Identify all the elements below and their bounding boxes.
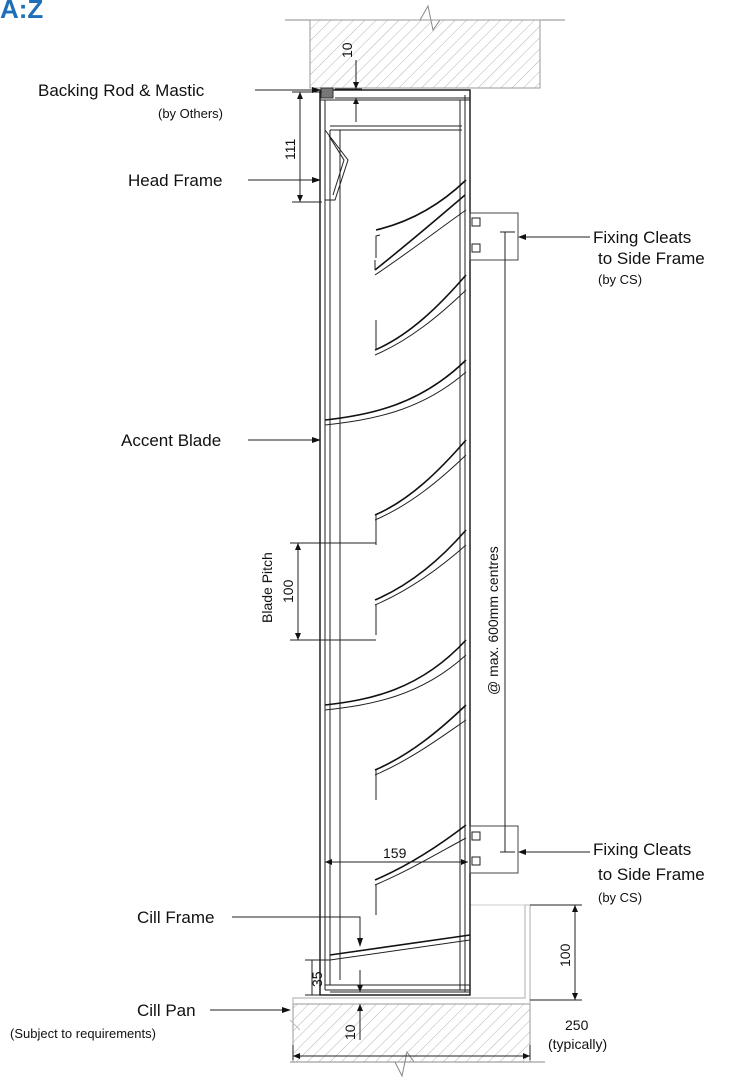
fixing-cleats-bottom-label-2: to Side Frame [598, 865, 705, 884]
cill-upstand-dimension: 100 [530, 904, 582, 1001]
cill-height-dimension: 35 [305, 959, 330, 996]
company-logo: A:Z [0, 0, 43, 24]
backing-rod-note: (by Others) [158, 106, 223, 121]
cill-pan-note: (Subject to requirements) [10, 1026, 156, 1041]
bottom-gap-value: 10 [342, 1024, 358, 1040]
cill-pan-width-dimension: 250 (typically) [292, 1017, 607, 1060]
top-gap-value: 10 [339, 42, 355, 58]
cill-height-value: 35 [309, 971, 325, 987]
head-frame-label: Head Frame [128, 171, 222, 190]
fixing-cleats-top-label-1: Fixing Cleats [593, 228, 691, 247]
centres-label: @ max. 600mm centres [485, 546, 501, 695]
cill-pan-label: Cill Pan [137, 1001, 196, 1020]
top-concrete-slab [285, 4, 565, 89]
fixing-cleats-top-note: (by CS) [598, 272, 642, 287]
backing-rod-marker [320, 87, 334, 99]
fixing-cleats-bottom-label-1: Fixing Cleats [593, 840, 691, 859]
backing-rod-label: Backing Rod & Mastic [38, 81, 205, 100]
cill-pan-width-value: 250 [565, 1017, 589, 1033]
head-frame-value: 111 [282, 139, 298, 160]
callouts: Backing Rod & Mastic (by Others) Head Fr… [10, 81, 705, 1041]
frame-depth-value: 159 [383, 845, 407, 861]
fixing-cleats-top-label-2: to Side Frame [598, 249, 705, 268]
fixing-cleats-bottom-note: (by CS) [598, 890, 642, 905]
cill-upstand-value: 100 [557, 943, 573, 967]
fixing-cleat-top [469, 212, 519, 261]
cill-pan [289, 904, 531, 1031]
louvre-blades [324, 179, 467, 915]
top-gap-dimension: 10 [335, 42, 470, 122]
bottom-gap-dimension: 10 [330, 970, 470, 1040]
louvre-frame [319, 87, 471, 996]
cill-frame-label: Cill Frame [137, 908, 214, 927]
blade-pitch-value: 100 [280, 579, 296, 603]
bottom-concrete-slab [290, 1003, 545, 1078]
centres-dimension: @ max. 600mm centres [485, 231, 515, 853]
accent-blade-label: Accent Blade [121, 431, 221, 450]
frame-depth-dimension: 159 [325, 845, 468, 865]
blade-pitch-label: Blade Pitch [259, 552, 275, 623]
blade-pitch-dimension: 100 Blade Pitch [259, 542, 376, 641]
head-frame-dimension: 111 [282, 91, 322, 203]
typically-label: (typically) [548, 1036, 607, 1052]
fixing-cleat-bottom [469, 825, 519, 874]
